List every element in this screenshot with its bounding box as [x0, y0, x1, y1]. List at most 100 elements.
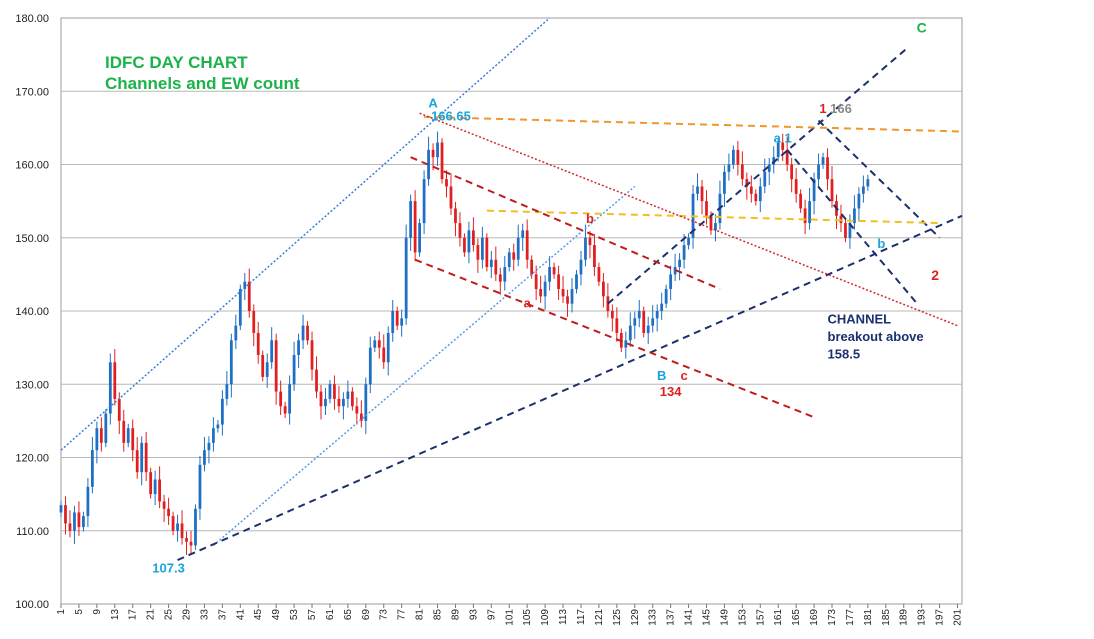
x-tick-label: 61	[325, 609, 336, 621]
candle-body	[637, 311, 641, 319]
candle-body	[682, 245, 686, 260]
candle-body	[108, 362, 112, 414]
candle-body	[274, 340, 278, 392]
candle-body	[238, 289, 242, 326]
candle-body	[431, 149, 435, 158]
x-tick-label: 97	[486, 609, 497, 621]
candle-body	[628, 325, 632, 341]
x-tick-label: 65	[343, 609, 354, 621]
chart-annotation: a 1	[774, 131, 792, 146]
candle-body	[445, 179, 448, 187]
candle-body	[866, 179, 870, 187]
candle-body	[315, 369, 318, 392]
candle-body	[359, 413, 363, 421]
candle-body	[310, 340, 314, 370]
candle-body	[530, 259, 534, 275]
candle-body	[220, 398, 224, 425]
y-tick-label: 110.00	[16, 526, 49, 538]
x-tick-label: 41	[235, 609, 246, 621]
candle-body	[602, 281, 605, 297]
candle-body	[539, 289, 543, 297]
candle-body	[754, 193, 758, 202]
candle-body	[723, 171, 726, 194]
candle-body	[342, 398, 345, 407]
x-tick-label: 29	[182, 609, 193, 621]
candle-body	[73, 512, 76, 531]
candle-body	[857, 193, 861, 209]
candle-body	[472, 230, 475, 246]
candle-body	[386, 332, 390, 363]
x-tick-label: 177	[845, 609, 856, 626]
candle-body	[664, 289, 668, 304]
chart-annotation: CHANNEL	[828, 311, 892, 326]
candle-body	[489, 259, 493, 268]
x-tick-label: 153	[737, 609, 748, 626]
candle-body	[113, 362, 117, 399]
candle-body	[283, 406, 287, 414]
candle-body	[615, 318, 619, 333]
candle-body	[821, 157, 825, 165]
candle-body	[292, 354, 296, 385]
trendline-dotted-blue-lower	[212, 185, 636, 546]
candle-body	[189, 541, 193, 546]
candle-body	[418, 223, 421, 253]
candle-body	[463, 237, 466, 253]
candle-body	[126, 428, 130, 443]
x-tick-label: 5	[74, 609, 85, 615]
candle-body	[144, 442, 148, 473]
x-tick-label: 105	[522, 609, 533, 626]
x-tick-label: 57	[307, 609, 318, 621]
trendline-navy-falling-lower	[786, 149, 918, 305]
candle-body	[731, 149, 735, 165]
candle-body	[853, 208, 856, 224]
candle-body	[803, 208, 807, 224]
candle-body	[319, 391, 323, 407]
x-tick-label: 113	[558, 609, 569, 625]
x-tick-label: 129	[630, 609, 641, 626]
candle-body	[404, 237, 408, 319]
x-tick-label: 25	[164, 609, 175, 621]
x-tick-label: 149	[719, 609, 730, 626]
candle-body	[346, 391, 350, 399]
candle-body	[655, 311, 659, 319]
candle-body	[525, 230, 529, 260]
x-tick-label: 101	[504, 609, 515, 626]
candle-body	[521, 230, 525, 238]
y-tick-label: 160.00	[15, 160, 49, 172]
candle-body	[153, 479, 157, 495]
candle-body	[167, 508, 170, 517]
y-tick-label: 100.00	[15, 599, 49, 611]
candle-body	[790, 164, 794, 180]
chart-annotation: 2	[931, 267, 939, 283]
candle-body	[247, 281, 251, 311]
candle-body	[534, 274, 538, 290]
candle-body	[561, 289, 565, 297]
x-tick-label: 173	[827, 609, 838, 626]
candle-body	[552, 267, 556, 275]
candle-body	[705, 201, 708, 216]
x-tick-label: 117	[576, 609, 587, 625]
x-tick-label: 109	[540, 609, 551, 626]
candle-body	[422, 179, 426, 224]
candle-body	[480, 237, 484, 260]
x-tick-label: 73	[379, 609, 390, 621]
candle-body	[306, 325, 309, 341]
candle-body	[90, 450, 94, 487]
candle-body	[651, 318, 655, 326]
trendline-red-dotted-upper	[419, 112, 958, 327]
x-tick-label: 145	[701, 609, 712, 626]
candle-body	[745, 179, 749, 187]
candle-body	[198, 464, 202, 509]
candle-body	[646, 325, 650, 333]
candle-body	[185, 538, 188, 542]
candle-body	[597, 267, 601, 282]
x-tick-label: 193	[917, 609, 928, 626]
candle-body	[409, 201, 413, 238]
candle-body	[104, 413, 108, 443]
candle-body	[449, 186, 453, 209]
candle-body	[610, 311, 614, 319]
candle-body	[171, 516, 175, 531]
candle-body	[225, 384, 229, 399]
candle-body	[758, 186, 762, 202]
candle-body	[669, 274, 673, 290]
